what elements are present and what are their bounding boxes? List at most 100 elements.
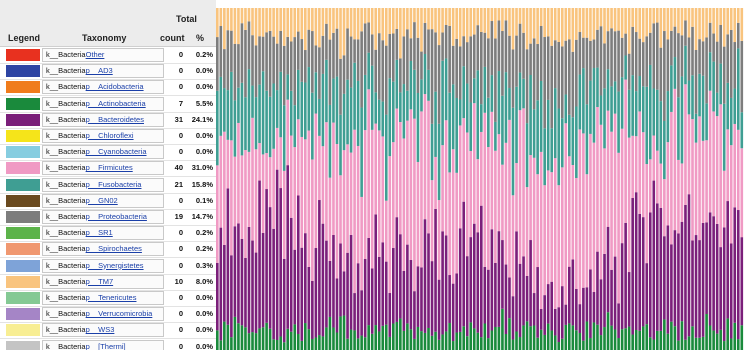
taxonomy-phylum-link[interactable]: p__SR1 — [85, 228, 113, 238]
legend-color-swatch[interactable] — [6, 243, 40, 256]
bar-segment — [339, 114, 342, 176]
legend-row-divider — [0, 257, 216, 259]
legend-count: 0 — [178, 66, 183, 76]
stacked-bar — [550, 8, 554, 350]
bar-segment — [620, 77, 624, 129]
taxonomy-phylum-link[interactable]: p__TM7 — [85, 276, 114, 286]
taxonomy-phylum-link[interactable]: p__Fusobacteria — [85, 179, 142, 189]
legend-color-swatch[interactable] — [6, 292, 40, 304]
stacked-bar — [286, 8, 290, 350]
bar-segment — [353, 330, 356, 350]
bar-segment — [508, 35, 511, 89]
taxonomy-phylum-link[interactable]: p__Actinobacteria — [85, 98, 146, 108]
stacked-bar — [634, 8, 638, 350]
bar-segment — [384, 324, 388, 350]
bar-segment — [575, 330, 578, 350]
bar-segment — [462, 201, 466, 327]
taxonomy-phylum-link[interactable]: p__Cyanobacteria — [85, 147, 147, 157]
bar-segment — [511, 195, 515, 297]
taxonomy-phylum-link[interactable]: p__[Thermi] — [85, 341, 126, 350]
taxonomy-phylum-link[interactable]: p__Proteobacteria — [85, 212, 147, 221]
taxonomy-phylum-link[interactable]: p__Chloroflexi — [85, 131, 134, 140]
bar-segment — [261, 36, 265, 72]
taxonomy-phylum-link[interactable]: p__Verrucomicrobia — [85, 309, 153, 319]
stacked-bar — [546, 8, 550, 350]
legend-taxonomy-cell: k__Bacteriap__SR1 — [42, 226, 164, 241]
legend-color-swatch[interactable] — [6, 211, 40, 223]
bar-segment — [402, 138, 406, 271]
taxonomy-phylum-link[interactable]: p__Acidobacteria — [85, 82, 144, 92]
bar-segment — [631, 75, 634, 136]
bar-segment — [342, 8, 346, 56]
bar-segment — [712, 61, 715, 112]
taxonomy-phylum-link[interactable]: p__Tenericutes — [85, 293, 137, 302]
legend-color-swatch[interactable] — [6, 178, 40, 191]
taxonomy-phylum-link[interactable]: p__Bacteroidetes — [85, 114, 144, 124]
legend-color-swatch[interactable] — [6, 97, 40, 110]
legend-color-swatch[interactable] — [6, 65, 40, 78]
bar-segment — [399, 122, 402, 235]
legend-color-swatch[interactable] — [6, 194, 40, 207]
taxonomy-phylum-link[interactable]: p__Firmicutes — [85, 163, 133, 173]
bar-segment — [455, 332, 458, 350]
legend-color-swatch[interactable] — [6, 324, 40, 337]
taxonomy-phylum-link[interactable]: Other — [85, 50, 105, 59]
taxonomy-phylum-link[interactable]: p__GN02 — [85, 195, 118, 205]
taxonomy-phylum-link[interactable]: p__Synergistetes — [85, 260, 144, 270]
bar-segment — [603, 88, 606, 149]
legend-color-swatch[interactable] — [6, 49, 40, 61]
bar-segment — [659, 47, 663, 102]
stacked-bar — [247, 8, 251, 350]
bar-segment — [656, 203, 659, 331]
stacked-bar — [680, 8, 684, 350]
legend-color-swatch[interactable] — [6, 162, 40, 175]
bar-segment — [511, 296, 515, 340]
legend-color-swatch[interactable] — [6, 81, 40, 94]
legend-taxonomy-cell: k__Bacteriap__[Thermi] — [42, 339, 164, 350]
stacked-bar — [360, 8, 363, 350]
bar-segment — [575, 39, 578, 107]
legend-taxonomy-cell: k__Bacteriap__Tenericutes — [42, 291, 164, 305]
bar-segment — [311, 8, 314, 32]
bar-segment — [578, 304, 582, 334]
taxonomy-phylum-link[interactable]: p__Spirochaetes — [85, 244, 142, 254]
legend-color-swatch[interactable] — [6, 227, 40, 240]
bar-segment — [726, 201, 730, 319]
bar-segment — [325, 327, 328, 350]
bar-segment — [392, 33, 395, 82]
bar-segment — [332, 122, 335, 236]
bar-segment — [342, 271, 346, 316]
bar-segment — [708, 52, 712, 91]
bar-segment — [740, 8, 744, 41]
legend-panel: Total Legend Taxonomy count % k__Bacteri… — [0, 0, 216, 350]
bar-segment — [610, 325, 613, 350]
legend-row-divider — [0, 63, 216, 64]
bar-segment — [353, 293, 356, 331]
legend-count: 19 — [174, 212, 183, 221]
legend-color-swatch[interactable] — [6, 146, 40, 159]
legend-color-swatch[interactable] — [6, 275, 40, 288]
bar-segment — [694, 142, 698, 236]
legend-color-swatch[interactable] — [6, 130, 40, 142]
legend-taxonomy-cell: k__Bacteriap__Firmicutes — [42, 161, 164, 176]
legend-color-swatch[interactable] — [6, 259, 40, 272]
bar-segment — [708, 212, 712, 326]
bar-segment — [469, 237, 473, 323]
taxonomy-phylum-link[interactable]: p__WS3 — [85, 325, 115, 335]
bar-segment — [223, 8, 226, 50]
bar-segment — [564, 40, 568, 95]
legend-color-swatch[interactable] — [6, 340, 40, 350]
taxonomy-phylum-link[interactable]: p__AD3 — [85, 66, 113, 76]
legend-color-swatch[interactable] — [6, 308, 40, 321]
bar-segment — [346, 79, 349, 145]
bar-segment — [233, 226, 237, 317]
bar-segment — [462, 66, 466, 119]
bar-segment — [370, 8, 374, 35]
bar-segment — [325, 23, 328, 60]
legend-color-swatch[interactable] — [6, 113, 40, 126]
bar-segment — [293, 105, 297, 148]
bar-segment — [663, 120, 666, 180]
taxonomy-kingdom-label: k__Bacteria — [46, 260, 86, 270]
bar-segment — [314, 8, 318, 46]
legend-percent: 0.0% — [195, 309, 213, 319]
